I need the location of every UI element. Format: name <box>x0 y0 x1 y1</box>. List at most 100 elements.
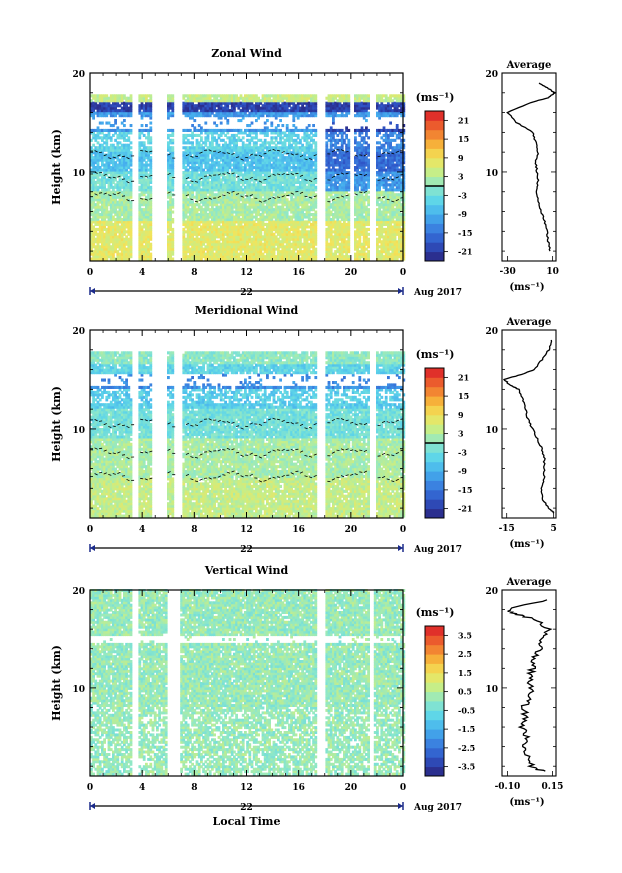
heatmap-cell <box>224 195 227 199</box>
heatmap-cell <box>197 141 201 145</box>
heatmap-cell <box>202 175 205 179</box>
heatmap-cell <box>112 168 115 172</box>
heatmap-cell <box>138 252 142 256</box>
heatmap-cell <box>208 210 212 214</box>
heatmap-cell <box>107 195 111 199</box>
heatmap-cell <box>94 210 98 214</box>
heatmap-cell <box>191 247 194 251</box>
heatmap-cell <box>193 173 197 177</box>
heatmap-cell <box>96 96 100 100</box>
heatmap-cell <box>125 203 128 207</box>
heatmap-cell <box>149 190 153 194</box>
heatmap-cell <box>213 218 216 222</box>
heatmap-cell <box>112 193 115 197</box>
heatmap-cell <box>213 232 216 236</box>
heatmap-cell <box>98 225 102 229</box>
heatmap-cell <box>107 247 111 251</box>
heatmap-cell <box>147 173 150 177</box>
heatmap-cell <box>112 148 115 152</box>
heatmap-cell <box>215 99 219 103</box>
heatmap-cell <box>96 175 100 179</box>
heatmap-cell <box>92 148 95 152</box>
heatmap-cell <box>145 222 148 226</box>
heatmap-cell <box>109 146 113 150</box>
heatmap-cell <box>123 198 126 202</box>
heatmap-cell <box>114 240 117 244</box>
heatmap-cell <box>98 235 102 239</box>
heatmap-cell <box>103 111 106 115</box>
heatmap-cell <box>147 148 150 152</box>
heatmap-cell <box>90 250 93 254</box>
heatmap-cell <box>138 257 142 261</box>
heatmap-cell <box>171 166 175 170</box>
heatmap-cell <box>101 225 104 229</box>
heatmap-cell <box>138 104 142 108</box>
heatmap-cell <box>204 235 208 239</box>
heatmap-cell <box>211 175 214 179</box>
heatmap-cell <box>105 168 109 172</box>
heatmap-cell <box>90 218 93 222</box>
heatmap-cell <box>208 200 212 204</box>
heatmap-cell <box>101 136 104 140</box>
heatmap-cell <box>96 146 100 150</box>
heatmap-cell <box>193 183 197 187</box>
heatmap-cell <box>90 138 93 142</box>
heatmap-cell <box>208 255 212 259</box>
heatmap-cell <box>92 171 95 175</box>
heatmap-cell <box>217 183 221 187</box>
heatmap-cell <box>217 136 221 140</box>
heatmap-cell <box>114 148 117 152</box>
heatmap-cell <box>217 163 221 167</box>
heatmap-cell <box>125 193 128 197</box>
heatmap-cell <box>222 200 225 204</box>
heatmap-cell <box>219 203 223 207</box>
heatmap-cell <box>171 235 175 239</box>
heatmap-cell <box>197 230 201 234</box>
heatmap-cell <box>96 240 100 244</box>
heatmap-cell <box>167 203 170 207</box>
heatmap-cell <box>90 203 93 207</box>
heatmap-cell <box>105 166 109 170</box>
heatmap-cell <box>92 185 95 189</box>
heatmap-cell <box>217 156 221 160</box>
heatmap-cell <box>138 210 142 214</box>
heatmap-cell <box>103 240 106 244</box>
heatmap-cell <box>193 99 197 103</box>
heatmap-cell <box>285 124 289 128</box>
heatmap-cell <box>140 128 144 132</box>
heatmap-cell <box>103 257 106 261</box>
heatmap-cell <box>90 185 93 189</box>
heatmap-cell <box>125 99 128 103</box>
heatmap-cell <box>92 240 95 244</box>
heatmap-cell <box>213 222 216 226</box>
heatmap-cell <box>202 188 205 192</box>
heatmap-cell <box>103 133 106 137</box>
heatmap-cell <box>90 220 93 224</box>
heatmap-cell <box>147 220 150 224</box>
heatmap-cell <box>171 242 175 246</box>
heatmap-cell <box>213 237 216 241</box>
heatmap-cell <box>191 185 194 189</box>
heatmap-cell <box>171 153 175 157</box>
heatmap-cell <box>200 210 203 214</box>
heatmap-cell <box>114 205 117 209</box>
heatmap-cell <box>219 156 223 160</box>
heatmap-cell <box>149 126 153 130</box>
heatmap-cell <box>129 104 133 108</box>
heatmap-cell <box>191 240 194 244</box>
heatmap-cell <box>204 114 208 118</box>
heatmap-cell <box>200 146 203 150</box>
heatmap-cell <box>204 200 208 204</box>
heatmap-cell <box>167 250 170 254</box>
heatmap-cell <box>204 121 208 125</box>
heatmap-cell <box>140 213 144 217</box>
heatmap-cell <box>206 242 210 246</box>
heatmap-cell <box>114 173 117 177</box>
heatmap-cell <box>103 185 106 189</box>
heatmap-cell <box>202 146 205 150</box>
heatmap-cell <box>189 158 192 162</box>
heatmap-cell <box>140 151 144 155</box>
heatmap-cell <box>186 99 190 103</box>
heatmap-cell <box>213 183 216 187</box>
heatmap-cell <box>118 171 122 175</box>
